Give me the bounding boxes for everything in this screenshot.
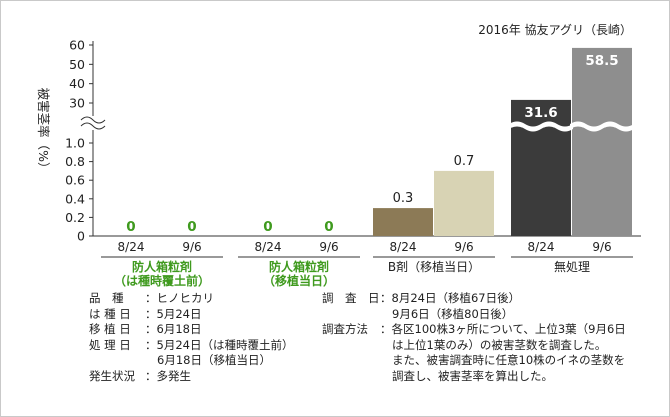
info-row: は上位1葉のみ）の被害茎数を調査した。 (322, 338, 626, 354)
data-label: 31.6 (524, 105, 557, 121)
y-tick-label: 40 (69, 76, 85, 91)
info-value: 9月6日（移植80日後） (392, 306, 514, 321)
data-label: 0.7 (454, 154, 475, 169)
x-tick-label: 9/6 (182, 240, 201, 254)
y-tick-label: 60 (69, 38, 85, 53)
info-row: 調 査 日：8月24日（移植67日後） (322, 291, 626, 307)
info-value: 調査し、被害茎率を算出した。 (392, 368, 553, 383)
data-label: 0 (263, 219, 272, 235)
data-label: 0 (187, 219, 196, 235)
data-label: 58.5 (585, 53, 618, 69)
x-tick-label: 9/6 (454, 240, 473, 254)
x-tick-label: 9/6 (319, 240, 338, 254)
y-tick-label: 0.4 (65, 191, 85, 206)
y-tick-label: 50 (69, 57, 85, 72)
info-label: 発生状況 (89, 368, 135, 383)
info-row: 処 理 日 ：5月24日（は種時覆土前） (89, 338, 293, 354)
info-value: 6月18日（移植当日） (157, 353, 271, 367)
bar (434, 170, 494, 236)
x-tick-label: 8/24 (390, 240, 417, 254)
group-label: （は種時覆土前） (114, 273, 210, 288)
info-left: 品 種 ：ヒノヒカリは 種 日 ：5月24日移 植 日 ：6月18日処 理 日 ：5月2… (89, 291, 293, 384)
axis-break-mark (80, 116, 106, 124)
info-label: 調 査 日 (322, 291, 380, 305)
group-label: 無処理 (554, 259, 590, 274)
y-tick-label: 0.2 (65, 210, 85, 225)
info-label: 処 理 日 (89, 337, 131, 352)
info-value: ：多発生 (145, 368, 191, 383)
info-value: ：各区100株3ヶ所について、上位3葉（9月6日 (380, 322, 626, 336)
bar (373, 208, 433, 236)
info-row: 調査し、被害茎率を算出した。 (322, 369, 626, 385)
bar (572, 47, 632, 237)
labels: 08/2409/6防人箱粒剤（は種時覆土前）08/2409/6防人箱粒剤（移植当… (114, 53, 619, 288)
info-row: 9月6日（移植80日後） (322, 307, 626, 323)
bar-break (570, 121, 634, 132)
info-label: 調査方法 (322, 322, 368, 336)
info-value: は上位1葉のみ）の被害茎数を調査した。 (392, 337, 607, 352)
info-value: また、被害調査時に任意10株のイネの茎数を (392, 353, 626, 367)
info-row: 6月18日（移植当日） (89, 353, 293, 369)
info-value: ：5月24日（は種時覆土前） (145, 337, 294, 352)
y-tick-label: 0.6 (65, 173, 85, 188)
info-row: 発生状況 ：多発生 (89, 369, 293, 385)
bar-break (509, 121, 573, 132)
group-label: 防人箱粒剤 (269, 259, 329, 274)
y-axis-label: 被害茎率（%） (36, 88, 51, 175)
y-tick-label: 0.8 (65, 154, 85, 169)
x-tick-label: 9/6 (592, 240, 611, 254)
info-row: 品 種 ：ヒノヒカリ (89, 291, 293, 307)
info-label: 品 種 (89, 291, 124, 305)
info-value: ：8月24日（移植67日後） (380, 291, 521, 305)
x-tick-label: 8/24 (118, 240, 145, 254)
info-value: ：ヒノヒカリ (145, 291, 214, 305)
axis-break-mark (80, 122, 106, 130)
bars (373, 47, 634, 237)
x-tick-label: 8/24 (255, 240, 282, 254)
info-row: は 種 日 ：5月24日 (89, 307, 293, 323)
info-label: は 種 日 (89, 306, 131, 321)
group-label: 防人箱粒剤 (132, 259, 192, 274)
source-label: 2016年 協友アグリ（長崎） (478, 22, 632, 37)
data-label: 0.3 (393, 191, 414, 206)
bar-chart: 2016年 協友アグリ（長崎） 被害茎率（%） 0 0.2 0.4 0.6 0.8 1.0… (36, 22, 641, 288)
y-tick-label: 30 (69, 96, 85, 111)
data-label: 0 (126, 219, 135, 235)
group-label: B剤（移植当日） (388, 259, 480, 274)
group-label: （移植当日） (263, 273, 335, 288)
info-label: 移 植 日 (89, 322, 131, 336)
info-row: また、被害調査時に任意10株のイネの茎数を (322, 353, 626, 369)
y-tick-label: 1.0 (65, 136, 85, 151)
info-row: 調査方法 ：各区100株3ヶ所について、上位3葉（9月6日 (322, 322, 626, 338)
x-tick-label: 8/24 (528, 240, 555, 254)
info-value: ：6月18日 (145, 322, 202, 336)
y-tick-label: 0 (77, 229, 85, 244)
info-right: 調 査 日：8月24日（移植67日後） 9月6日（移植80日後） 調査方法 ：各区10… (322, 291, 626, 384)
data-label: 0 (324, 219, 333, 235)
info-row: 移 植 日 ：6月18日 (89, 322, 293, 338)
info-value: ：5月24日 (145, 306, 202, 321)
